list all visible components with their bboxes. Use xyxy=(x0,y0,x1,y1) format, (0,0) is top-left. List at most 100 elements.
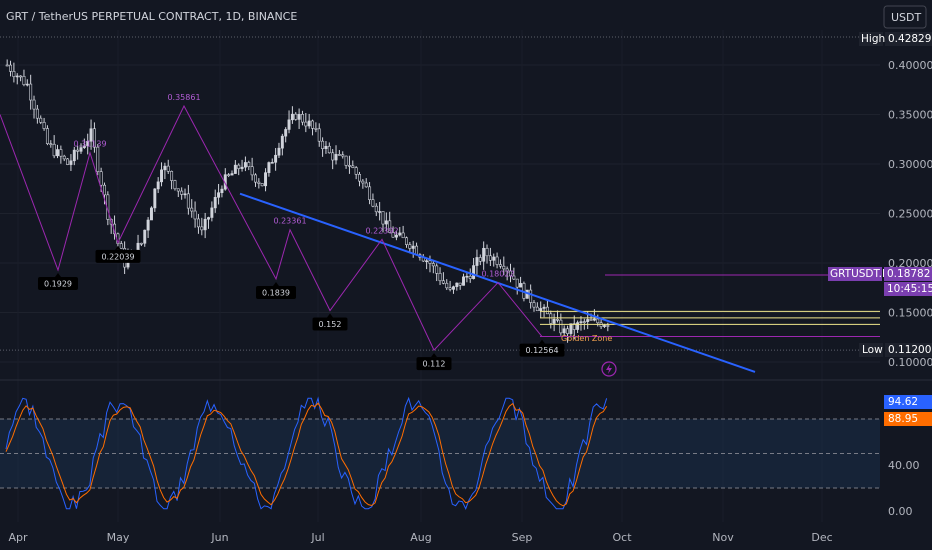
pivot-low-label: 0.112 xyxy=(423,360,446,369)
candle-body xyxy=(45,128,49,144)
candle-body xyxy=(230,173,234,176)
y-tick-label: 0.40000 xyxy=(888,59,932,72)
chart-title: GRT / TetherUS PERPETUAL CONTRACT, 1D, B… xyxy=(6,10,297,23)
lightning-icon[interactable] xyxy=(601,361,617,377)
candle-body xyxy=(270,162,274,164)
candle-body xyxy=(472,265,476,279)
candle-body xyxy=(190,207,194,212)
candle-body xyxy=(314,128,318,130)
candle-body xyxy=(482,247,486,262)
candle-body xyxy=(519,283,523,288)
candle-body xyxy=(250,166,254,176)
candle-body xyxy=(529,289,533,303)
candle-body xyxy=(468,275,472,279)
pivot-labels: 0.1929 0.31139 0.22039 0.35861 0.1839 0.23361… xyxy=(38,93,565,371)
candle-body xyxy=(545,306,549,315)
candle-body xyxy=(515,278,519,288)
candle-body xyxy=(317,128,321,142)
pivot-low-label: 0.1929 xyxy=(44,280,72,289)
candle-body xyxy=(374,205,378,213)
pivot-low-pointer xyxy=(115,245,121,250)
candle-body xyxy=(297,114,301,120)
candle-body xyxy=(149,207,153,221)
candle-body xyxy=(569,323,573,334)
overlays xyxy=(0,36,880,373)
osc-d-value: 88.95 xyxy=(888,413,918,425)
candle-body xyxy=(233,164,237,174)
candle-body xyxy=(488,255,492,261)
axis-labels: 0.40000 0.35000 0.30000 0.25000 0.20000 0.150… xyxy=(8,59,932,544)
candle-body xyxy=(556,319,559,321)
candle-body xyxy=(562,328,566,334)
pivot-low-pointer xyxy=(273,281,279,286)
candle-body xyxy=(173,180,177,190)
candle-body xyxy=(455,282,459,287)
candle-body xyxy=(451,286,455,290)
candle-body xyxy=(327,145,331,154)
osc-k-value: 94.62 xyxy=(888,396,918,408)
candle-body xyxy=(207,217,210,220)
candle-body xyxy=(586,319,590,322)
candle-body xyxy=(96,146,100,172)
candle-body xyxy=(12,71,16,77)
candle-body xyxy=(351,165,355,168)
candle-body xyxy=(381,211,385,225)
pivot-high-label: 0.35861 xyxy=(167,93,200,102)
candle-body xyxy=(441,280,445,284)
candle-body xyxy=(582,321,586,323)
candle-body xyxy=(576,322,580,330)
candle-body xyxy=(19,75,23,78)
candle-body xyxy=(502,265,506,270)
candle-body xyxy=(183,193,187,196)
candle-body xyxy=(579,321,583,323)
candle-body xyxy=(240,166,244,169)
candle-body xyxy=(331,152,335,161)
candle-body xyxy=(321,140,325,149)
candle-body xyxy=(542,306,546,309)
y-tick-label: 0.15000 xyxy=(888,307,932,320)
pivot-high-label: 0.31139 xyxy=(73,140,106,149)
candle-body xyxy=(492,256,496,261)
osc-d-line xyxy=(5,402,608,507)
pivot-low-box xyxy=(38,277,78,291)
candle-body xyxy=(92,128,96,148)
candle-body xyxy=(217,192,221,198)
candle-body xyxy=(465,275,469,278)
candle-body xyxy=(264,172,268,187)
pivot-low-pointer xyxy=(431,353,437,358)
y-tick-label: 0.20000 xyxy=(888,257,932,270)
candle-body xyxy=(210,207,214,218)
x-tick-label: Apr xyxy=(8,531,28,544)
candle-body xyxy=(415,245,419,255)
pivot-low-label: 0.12564 xyxy=(525,346,558,355)
candle-body xyxy=(485,247,489,257)
candle-body xyxy=(337,154,341,156)
candle-body xyxy=(69,160,73,165)
candle-body xyxy=(62,155,66,160)
candle-body xyxy=(59,149,63,157)
candle-body xyxy=(368,186,372,200)
candle-body xyxy=(428,260,432,264)
candle-body xyxy=(300,114,304,123)
candle-body xyxy=(143,229,147,244)
x-tick-label: Dec xyxy=(811,531,832,544)
x-tick-label: Aug xyxy=(410,531,431,544)
candle-body xyxy=(180,190,184,195)
candle-body xyxy=(324,145,328,149)
candle-body xyxy=(247,162,251,167)
y-tick-label: 0.35000 xyxy=(888,109,932,122)
oscillator-pane xyxy=(0,396,880,510)
candle-body xyxy=(66,158,70,165)
osc-band xyxy=(0,419,880,488)
candle-body xyxy=(294,113,298,120)
candle-body xyxy=(391,232,395,238)
candle-body xyxy=(566,328,570,334)
pivot-low-pointer xyxy=(55,273,61,278)
currency-button[interactable]: USDT xyxy=(883,5,927,29)
candle-body xyxy=(572,323,576,330)
osc-k-tag: 94.62 xyxy=(884,395,932,409)
symbol-price: 0.18782 xyxy=(887,268,930,280)
candle-body xyxy=(411,245,415,249)
pivot-high-label: 0.22392 xyxy=(365,226,398,235)
